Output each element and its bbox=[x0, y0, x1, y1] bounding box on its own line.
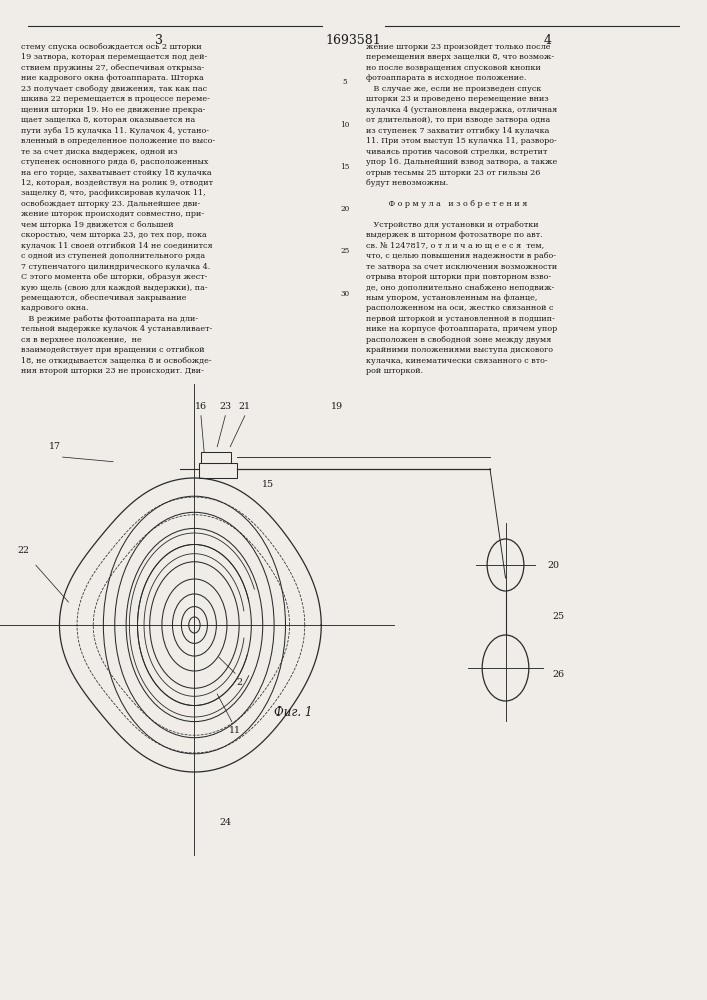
Text: Фиг. 1: Фиг. 1 bbox=[274, 706, 312, 720]
Text: 16: 16 bbox=[195, 402, 207, 411]
Text: 1693581: 1693581 bbox=[326, 34, 381, 47]
Text: 26: 26 bbox=[552, 670, 564, 679]
Text: 21: 21 bbox=[239, 402, 251, 411]
Text: 15: 15 bbox=[262, 480, 274, 489]
Text: 20: 20 bbox=[548, 560, 560, 570]
Text: стему спуска освобождается ось 2 шторки
19 затвора, которая перемещается под дей: стему спуска освобождается ось 2 шторки … bbox=[21, 43, 216, 375]
Text: 3: 3 bbox=[155, 34, 163, 47]
Text: жение шторки 23 произойдет только после
перемещения вверх защелки 8, что возмож-: жение шторки 23 произойдет только после … bbox=[366, 43, 558, 375]
Text: 19: 19 bbox=[331, 402, 343, 411]
Bar bbox=[201, 452, 231, 463]
Text: 30: 30 bbox=[341, 290, 349, 298]
Text: 22: 22 bbox=[18, 546, 30, 555]
Text: 25: 25 bbox=[552, 612, 564, 621]
Text: 24: 24 bbox=[219, 818, 231, 827]
Text: 20: 20 bbox=[340, 205, 350, 213]
Text: 10: 10 bbox=[340, 121, 350, 129]
Text: 4: 4 bbox=[544, 34, 552, 47]
Text: 15: 15 bbox=[340, 163, 350, 171]
Text: 5: 5 bbox=[343, 78, 347, 86]
Text: 2: 2 bbox=[236, 678, 242, 687]
Text: 11: 11 bbox=[229, 726, 241, 735]
Bar bbox=[199, 463, 237, 478]
Text: 23: 23 bbox=[219, 402, 231, 411]
Text: 25: 25 bbox=[340, 247, 350, 255]
Text: 17: 17 bbox=[49, 442, 61, 451]
